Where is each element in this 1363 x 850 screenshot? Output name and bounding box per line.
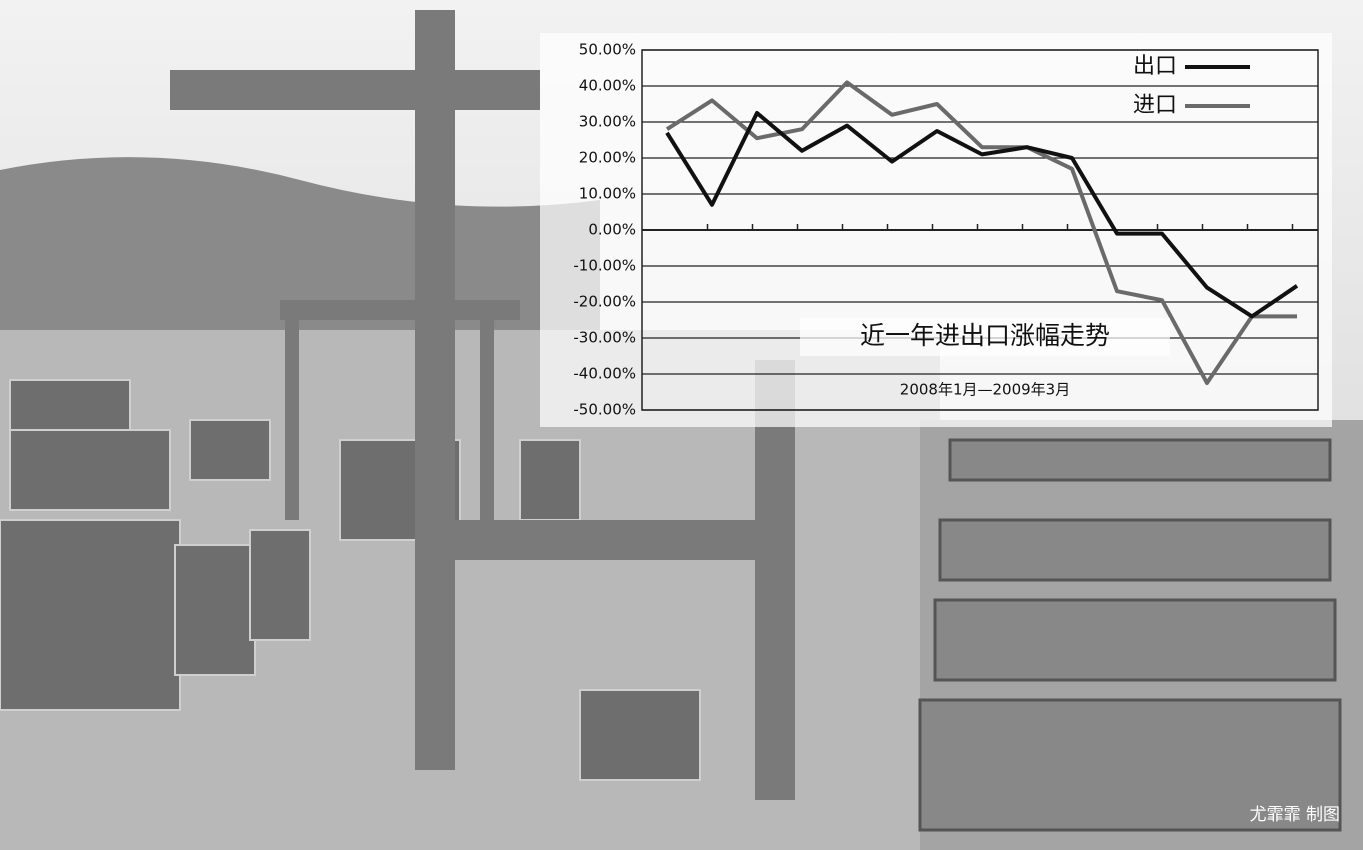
series-line — [665, 111, 1299, 319]
y-tick-label: 0.00% — [588, 221, 636, 239]
series-line — [665, 80, 1297, 385]
y-tick-label: -30.00% — [573, 329, 636, 347]
legend-label: 进口 — [1133, 93, 1177, 118]
chart-subtitle: 2008年1月—2009年3月 — [900, 381, 1070, 399]
credit: 尤霏霏 制图 — [1250, 805, 1340, 825]
legend-label: 出口 — [1133, 54, 1177, 79]
y-tick-label: 50.00% — [579, 41, 636, 59]
y-tick-label: 10.00% — [579, 185, 636, 203]
chart-title: 近一年进出口涨幅走势 — [860, 321, 1110, 350]
chart: 50.00% 40.00% 30.00% 20.00% 10.00% 0.00% -10.0… — [573, 41, 1319, 419]
title-backdrop — [800, 318, 1170, 356]
y-tick-label: 20.00% — [579, 149, 636, 167]
y-tick-label: 30.00% — [579, 113, 636, 131]
y-tick-label: 40.00% — [579, 77, 636, 95]
y-tick-label: -20.00% — [573, 293, 636, 311]
y-tick-label: -50.00% — [573, 401, 636, 419]
y-tick-label: -10.00% — [573, 257, 636, 275]
y-tick-label: -40.00% — [573, 365, 636, 383]
